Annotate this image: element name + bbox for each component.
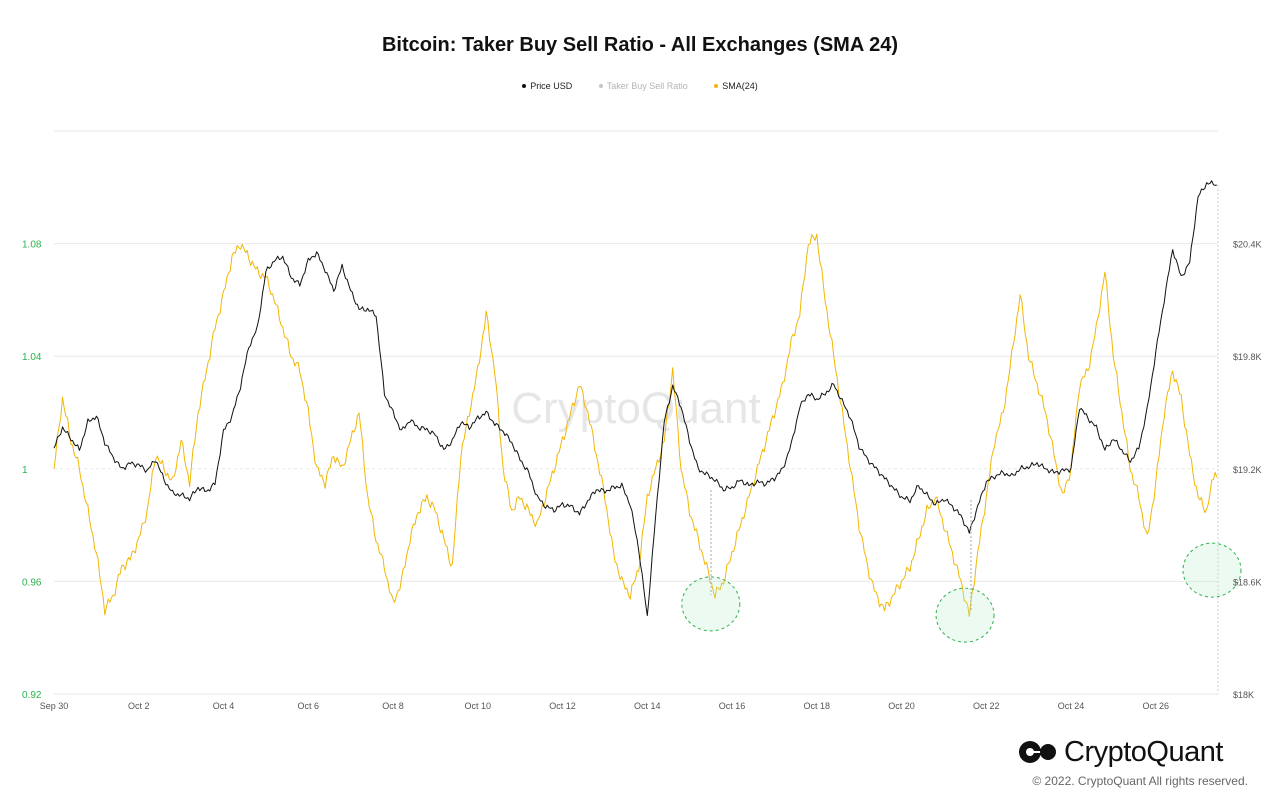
legend-label-ratio: Taker Buy Sell Ratio [606, 81, 688, 91]
series-line-price-usd [53, 180, 1217, 617]
x-tick-label: Oct 16 [719, 701, 746, 711]
legend-dot-ratio [598, 83, 603, 88]
left-tick-label: 1.08 [22, 240, 42, 251]
cryptoquant-logo[interactable]: CryptoQuant [1018, 736, 1223, 768]
legend: Price USD Taker Buy Sell Ratio SMA(24) [0, 81, 1280, 91]
right-tick-label: $20.4K [1233, 240, 1262, 250]
x-tick-label: Oct 2 [128, 701, 150, 711]
x-tick-label: Oct 22 [973, 701, 1000, 711]
series-line-sma-24- [53, 233, 1218, 617]
legend-item-price[interactable]: Price USD [522, 81, 572, 91]
right-tick-label: $19.2K [1233, 465, 1262, 475]
annotation-circle [681, 576, 741, 632]
legend-dot-sma [714, 83, 719, 88]
series-lines [53, 180, 1218, 617]
copyright-text: © 2022. CryptoQuant All rights reserved. [1032, 774, 1248, 788]
legend-item-ratio[interactable]: Taker Buy Sell Ratio [598, 81, 688, 91]
legend-dot-price [522, 83, 527, 88]
annotation-circle [935, 587, 995, 643]
legend-item-sma[interactable]: SMA(24) [714, 81, 758, 91]
right-tick-label: $19.8K [1233, 352, 1262, 362]
x-tick-label: Oct 18 [803, 701, 830, 711]
right-tick-label: $18K [1233, 690, 1254, 700]
watermark: CryptoQuant [511, 384, 760, 433]
chart-title: Bitcoin: Taker Buy Sell Ratio - All Exch… [381, 34, 899, 56]
x-tick-label: Oct 10 [464, 701, 491, 711]
left-tick-label: 1.04 [22, 352, 42, 363]
legend-label-sma: SMA(24) [722, 81, 758, 91]
x-tick-label: Sep 30 [40, 701, 69, 711]
x-tick-label: Oct 6 [297, 701, 319, 711]
left-tick-label: 0.96 [22, 577, 42, 588]
x-tick-label: Oct 14 [634, 701, 661, 711]
grid-lines [54, 130, 1219, 695]
right-tick-label: $18.6K [1233, 577, 1262, 587]
axes: 0.92 0.96 1 1.04 1.08 $18K $18.6K $19.2K $19.8K $… [22, 240, 1262, 711]
x-tick-label: Oct 26 [1142, 701, 1169, 711]
legend-label-price: Price USD [530, 81, 573, 91]
cryptoquant-logo-icon [1019, 741, 1056, 763]
watermark-text: CryptoQuant [511, 384, 760, 433]
x-tick-label: Oct 24 [1058, 701, 1085, 711]
left-tick-label: 0.92 [22, 690, 42, 701]
x-tick-label: Oct 4 [213, 701, 235, 711]
x-tick-label: Oct 20 [888, 701, 915, 711]
logo-text: CryptoQuant [1064, 735, 1223, 768]
annotation-circles [681, 490, 1242, 643]
x-tick-label: Oct 8 [382, 701, 404, 711]
annotation-circle [1182, 542, 1242, 598]
left-tick-label: 1 [22, 465, 28, 476]
x-tick-label: Oct 12 [549, 701, 576, 711]
